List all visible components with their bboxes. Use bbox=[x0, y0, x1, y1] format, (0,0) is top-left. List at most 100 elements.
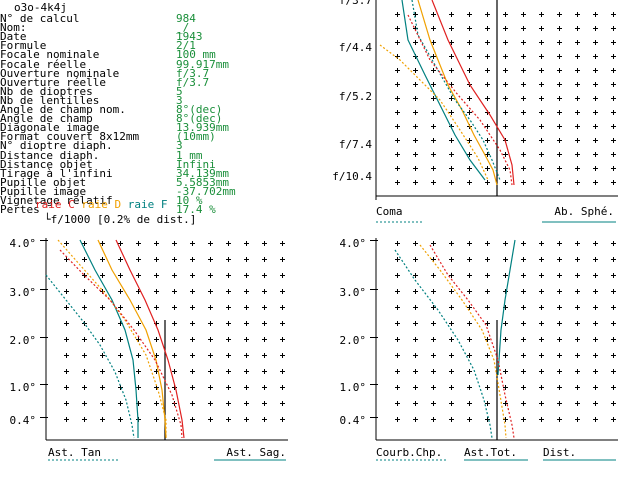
coma-grid-mark bbox=[431, 126, 436, 127]
curv-grid-mark bbox=[467, 323, 472, 324]
spherical-caption: Ab. Sphé. bbox=[554, 205, 614, 218]
ast-grid-mark bbox=[226, 403, 231, 404]
ast-grid-mark bbox=[190, 339, 195, 340]
ast-grid-mark bbox=[280, 339, 285, 340]
coma-grid-mark bbox=[593, 28, 598, 29]
ast-grid-mark bbox=[190, 275, 195, 276]
ast-grid-mark bbox=[226, 387, 231, 388]
curv-grid-mark bbox=[521, 307, 526, 308]
curv-grid-mark bbox=[485, 355, 490, 356]
ast-grid-mark bbox=[244, 355, 249, 356]
curv-grid-mark bbox=[521, 355, 526, 356]
ast-grid-mark bbox=[136, 259, 141, 260]
curv-grid-mark bbox=[557, 243, 562, 244]
coma-grid-mark bbox=[503, 112, 508, 113]
curv-field-tick bbox=[370, 289, 378, 290]
curv-grid-mark bbox=[575, 355, 580, 356]
ast-grid-mark bbox=[100, 419, 105, 420]
ast-grid-mark bbox=[64, 355, 69, 356]
curv-grid-mark bbox=[611, 403, 616, 404]
coma-grid-mark bbox=[503, 28, 508, 29]
coma-grid-mark bbox=[431, 28, 436, 29]
curv-grid-mark bbox=[521, 419, 526, 420]
parameters-list: N° de calcul 984 Nom: _/ Date 1943 Formule 2/1 F… bbox=[0, 0, 330, 215]
ast-field-label: 0.4° bbox=[10, 414, 37, 427]
coma-grid-mark bbox=[521, 112, 526, 113]
coma-grid-mark bbox=[521, 14, 526, 15]
param-value: 5 bbox=[176, 84, 183, 98]
ast-grid-mark bbox=[136, 355, 141, 356]
ast-grid-mark bbox=[118, 387, 123, 388]
coma-grid-mark bbox=[503, 84, 508, 85]
coma-grid-mark bbox=[503, 154, 508, 155]
param-value: 100 mm bbox=[176, 48, 216, 62]
curv-grid-mark bbox=[557, 387, 562, 388]
ast-grid-mark bbox=[280, 323, 285, 324]
coma-grid-mark bbox=[593, 140, 598, 141]
ast-grid-mark bbox=[262, 355, 267, 356]
ast-grid-mark bbox=[208, 419, 213, 420]
param-label: Focale nominale bbox=[0, 48, 100, 62]
curv-grid-mark bbox=[539, 307, 544, 308]
curv-grid-mark bbox=[485, 243, 490, 244]
curv-grid-mark bbox=[485, 387, 490, 388]
coma-grid-mark bbox=[557, 140, 562, 141]
ast-tan-c-curve bbox=[59, 249, 183, 439]
coma-grid-mark bbox=[575, 140, 580, 141]
param-label: Diagonale image bbox=[0, 121, 100, 135]
curv-grid-mark bbox=[539, 323, 544, 324]
coma-grid-mark bbox=[557, 126, 562, 127]
legend-raie-d: raie D bbox=[81, 198, 122, 211]
ast-grid-mark bbox=[172, 419, 177, 420]
curv-grid-mark bbox=[503, 291, 508, 292]
ast-grid-mark bbox=[82, 355, 87, 356]
curv-grid-mark bbox=[413, 339, 418, 340]
curv-grid-mark bbox=[413, 355, 418, 356]
ast-grid-mark bbox=[154, 323, 159, 324]
curv-grid-mark bbox=[557, 291, 562, 292]
ast-grid-mark bbox=[64, 243, 69, 244]
curv-grid-mark bbox=[431, 419, 436, 420]
coma-grid-mark bbox=[431, 42, 436, 43]
coma-grid-mark bbox=[575, 84, 580, 85]
ast-grid-mark bbox=[100, 403, 105, 404]
ast-grid-mark bbox=[118, 307, 123, 308]
coma-grid-mark bbox=[485, 28, 490, 29]
ast-grid-mark bbox=[118, 339, 123, 340]
curv-grid-mark bbox=[575, 243, 580, 244]
curv-grid-mark bbox=[575, 371, 580, 372]
curv-grid-mark bbox=[431, 371, 436, 372]
ast-grid-mark bbox=[82, 387, 87, 388]
param-value: 34.139mm bbox=[176, 166, 229, 180]
curv-grid-mark bbox=[467, 275, 472, 276]
ast-grid-mark bbox=[190, 243, 195, 244]
curv-grid-mark bbox=[593, 307, 598, 308]
curv-field-tick bbox=[370, 240, 378, 241]
curv-grid-mark bbox=[593, 259, 598, 260]
curv-grid-mark bbox=[539, 355, 544, 356]
coma-grid-mark bbox=[413, 28, 418, 29]
curv-grid-mark bbox=[449, 259, 454, 260]
coma-grid-mark bbox=[575, 112, 580, 113]
curv-grid-mark bbox=[413, 323, 418, 324]
coma-grid-mark bbox=[485, 126, 490, 127]
param-value: -37.702mm bbox=[176, 184, 236, 198]
window-title: o3o-4k4j bbox=[14, 1, 67, 14]
curv-grid-mark bbox=[575, 323, 580, 324]
ast-grid-mark bbox=[118, 403, 123, 404]
ast-grid-mark bbox=[208, 291, 213, 292]
spherical-d-curve bbox=[417, 0, 498, 186]
ast-grid-mark bbox=[136, 275, 141, 276]
curv-grid-mark bbox=[485, 291, 490, 292]
curv-grid-mark bbox=[539, 419, 544, 420]
curv-grid-mark bbox=[431, 355, 436, 356]
ast-grid-mark bbox=[280, 275, 285, 276]
ast-grid-mark bbox=[64, 387, 69, 388]
curv-grid-mark bbox=[521, 387, 526, 388]
coma-grid-mark bbox=[593, 112, 598, 113]
coma-grid-mark bbox=[467, 98, 472, 99]
coma-grid-mark bbox=[467, 140, 472, 141]
coma-grid-mark bbox=[593, 84, 598, 85]
ast-grid-mark bbox=[136, 291, 141, 292]
ast-grid-mark bbox=[64, 419, 69, 420]
